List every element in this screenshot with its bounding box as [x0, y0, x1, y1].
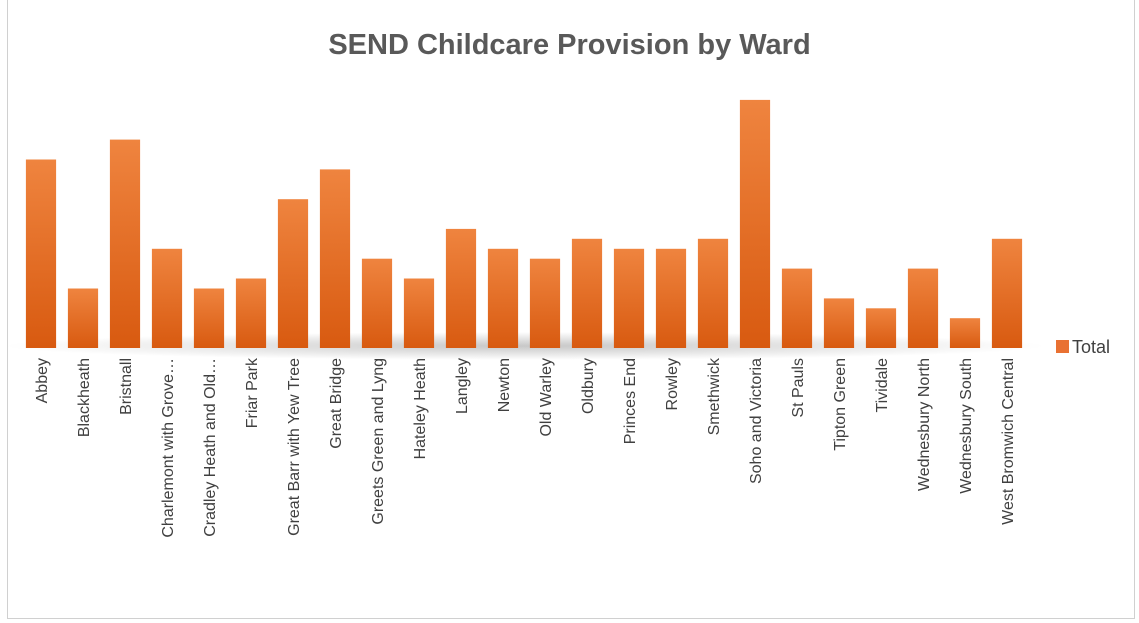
legend-label: Total — [1072, 337, 1110, 357]
bar — [781, 268, 813, 348]
category-label: Oldbury — [580, 358, 597, 414]
bars — [25, 99, 1023, 349]
category-label: Great Barr with Yew Tree — [286, 358, 303, 536]
category-label: Abbey — [34, 358, 51, 403]
bar — [865, 308, 897, 348]
bar — [235, 278, 267, 348]
bar — [319, 169, 351, 348]
category-label: Tividale — [874, 358, 891, 413]
bar — [571, 238, 603, 348]
category-label: Old Warley — [538, 358, 555, 437]
category-label: Great Bridge — [328, 358, 345, 449]
category-label: Tipton Green — [832, 358, 849, 451]
category-label: Cradley Heath and Old… — [202, 358, 219, 537]
category-label: Soho and Victoria — [748, 358, 765, 484]
category-label: Smethwick — [706, 357, 723, 435]
category-label: Friar Park — [244, 357, 261, 428]
category-label: Blackheath — [76, 358, 93, 437]
bar — [613, 248, 645, 348]
category-label: Hateley Heath — [412, 358, 429, 459]
category-label: West Bromwich Central — [1000, 358, 1017, 525]
category-label: St Pauls — [790, 358, 807, 418]
bar — [361, 258, 393, 348]
bar — [403, 278, 435, 348]
bar — [529, 258, 561, 348]
bar — [907, 268, 939, 348]
category-label: Rowley — [664, 358, 681, 410]
bar — [823, 298, 855, 348]
bar — [193, 288, 225, 348]
bar — [655, 248, 687, 348]
bar — [109, 139, 141, 348]
category-label: Wednesbury North — [916, 358, 933, 491]
category-label: Princes End — [622, 358, 639, 444]
category-label: Bristnall — [118, 358, 135, 415]
bar — [151, 248, 183, 348]
bar — [277, 199, 309, 348]
category-label: Greets Green and Lyng — [370, 358, 387, 525]
category-label: Charlemont with Grove… — [160, 358, 177, 538]
bar — [739, 99, 771, 349]
bar — [67, 288, 99, 348]
bar — [25, 159, 57, 348]
category-labels: Abbey Blackheath Bristnall Charlemont with … — [34, 357, 1017, 538]
bar — [991, 238, 1023, 348]
bar — [949, 318, 981, 348]
category-label: Wednesbury South — [958, 358, 975, 494]
legend: Total — [1056, 337, 1110, 357]
bar — [697, 238, 729, 348]
chart-title: SEND Childcare Provision by Ward — [328, 29, 811, 61]
legend-swatch — [1056, 340, 1069, 353]
category-label: Newton — [496, 358, 513, 412]
bar — [487, 248, 519, 348]
bar — [445, 228, 477, 348]
category-label: Langley — [454, 358, 471, 414]
